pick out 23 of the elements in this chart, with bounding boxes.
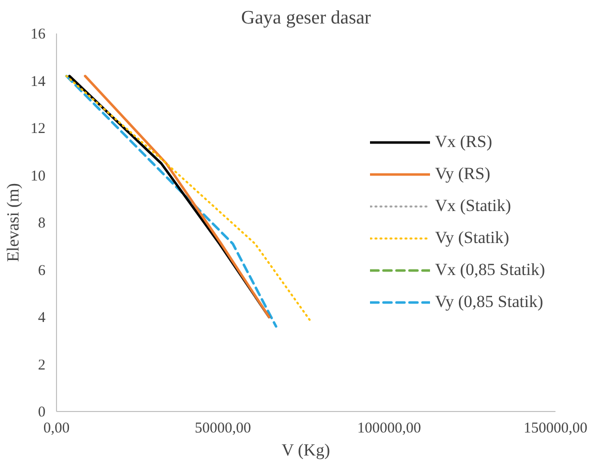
legend-label: Vx (RS) <box>434 132 492 152</box>
y-tick-label: 12 <box>30 121 46 137</box>
x-tick-label: 0,00 <box>43 420 70 436</box>
y-tick-label: 0 <box>38 404 46 420</box>
chart-title: Gaya geser dasar <box>241 8 372 28</box>
y-tick-label: 8 <box>38 216 46 232</box>
x-axis-title: V (Kg) <box>282 440 330 460</box>
y-tick-label: 6 <box>38 262 46 279</box>
y-tick-label: 16 <box>30 26 46 42</box>
y-tick-label: 14 <box>30 74 46 90</box>
y-axis-title: Elevasi (m) <box>4 183 22 262</box>
y-tick-label: 4 <box>38 310 46 326</box>
y-tick-label: 2 <box>38 357 46 374</box>
legend-label: Vx (Statik) <box>434 196 511 216</box>
legend-label: Vy (0,85 Statik) <box>434 292 544 312</box>
x-tick-label: 150000,00 <box>524 420 588 436</box>
x-tick-label: 100000,00 <box>357 420 422 436</box>
x-tick-label: 50000,00 <box>194 420 251 436</box>
legend-label: Vy (RS) <box>434 164 490 184</box>
legend-label: Vy (Statik) <box>434 228 510 248</box>
legend-label: Vx (0,85 Statik) <box>434 260 545 280</box>
y-tick-label: 10 <box>30 168 46 184</box>
line-series <box>65 75 312 323</box>
